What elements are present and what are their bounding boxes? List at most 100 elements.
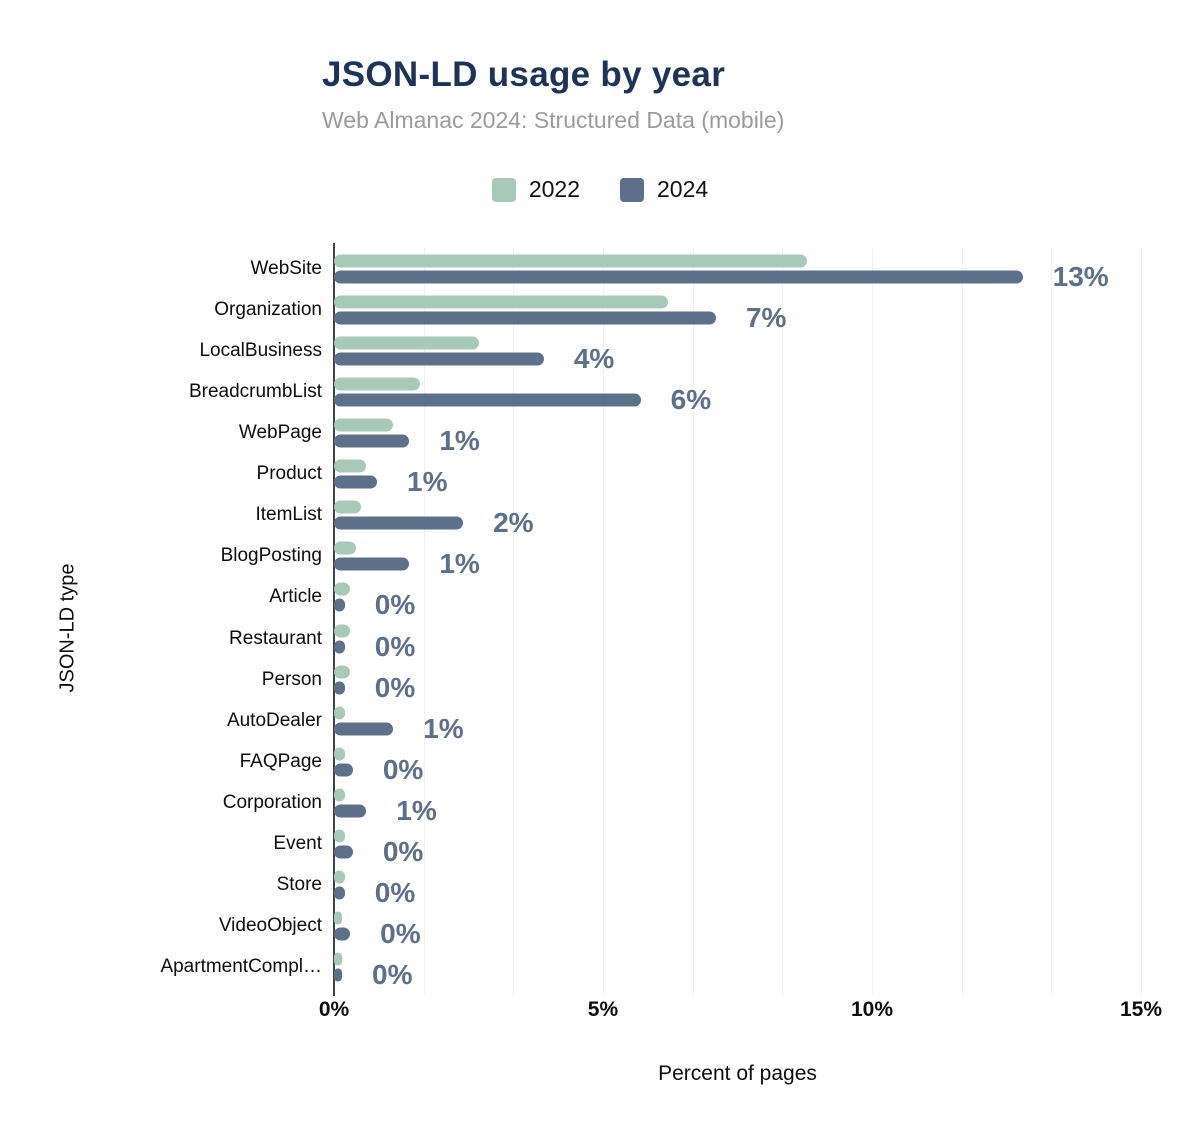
bar-2022-autodealer[interactable]: [334, 706, 345, 720]
bar-row-faqpage: FAQPage 0%: [240, 741, 1141, 785]
bar-2022-event[interactable]: [334, 829, 345, 843]
bar-group-corporation: [334, 788, 1141, 818]
bar-value-label-organization: 7%: [745, 301, 787, 333]
bar-2024-organization[interactable]: [334, 311, 716, 325]
bar-group-article: [334, 582, 1141, 612]
bar-2022-corporation[interactable]: [334, 788, 345, 802]
x-axis-title: Percent of pages: [658, 1062, 817, 1085]
bar-row-website: WebSite 13%: [251, 248, 1141, 292]
legend-label-2022: 2022: [528, 176, 580, 202]
gridline: [871, 248, 873, 995]
bar-value-label-article: 0%: [374, 589, 416, 621]
bar-2022-person[interactable]: [334, 665, 351, 679]
x-tick-10: 10%: [850, 998, 893, 1021]
bar-2024-article[interactable]: [334, 598, 345, 612]
bar-2024-itemlist[interactable]: [334, 516, 464, 530]
bar-group-blogposting: [334, 541, 1141, 571]
bar-value-label-restaurant: 0%: [374, 630, 416, 662]
bar-2024-blogposting[interactable]: [334, 557, 410, 571]
bar-2024-faqpage[interactable]: [334, 763, 353, 777]
bar-2024-event[interactable]: [334, 845, 353, 859]
bar-2022-restaurant[interactable]: [334, 624, 351, 638]
bar-row-breadcrumblist: BreadcrumbList 6%: [189, 371, 1141, 415]
bar-group-localbusiness: [334, 336, 1141, 366]
bar-group-webpage: [334, 418, 1141, 448]
category-label-blogposting: BlogPosting: [220, 545, 322, 567]
bar-2024-webpage[interactable]: [334, 434, 410, 448]
legend-swatch-2024: [620, 177, 644, 202]
bar-group-apartmentcompl: [334, 952, 1141, 982]
legend-item-2024[interactable]: 2024: [620, 176, 708, 203]
bar-2024-corporation[interactable]: [334, 804, 367, 818]
bar-row-apartmentcompl: ApartmentCompl… 0%: [160, 947, 1141, 990]
category-label-videoobject: VideoObject: [218, 915, 322, 937]
chart-subtitle: Web Almanac 2024: Structured Data (mobil…: [322, 107, 785, 133]
x-tick-0: 0%: [318, 998, 350, 1021]
bar-row-store: Store 0%: [277, 865, 1141, 908]
y-axis-title: JSON-LD type: [56, 563, 79, 693]
bar-row-person: Person 0%: [262, 659, 1141, 703]
legend-item-2022[interactable]: 2022: [491, 176, 580, 203]
category-label-webpage: WebPage: [238, 421, 322, 443]
category-label-person: Person: [261, 668, 322, 690]
gridline: [602, 248, 604, 995]
bar-value-label-localbusiness: 4%: [573, 342, 615, 374]
category-label-corporation: Corporation: [222, 791, 322, 813]
bar-row-blogposting: BlogPosting 1%: [221, 536, 1141, 579]
category-label-event: Event: [273, 833, 322, 855]
category-label-breadcrumblist: BreadcrumbList: [188, 380, 322, 402]
bar-row-product: Product 1%: [257, 454, 1141, 498]
bar-2024-restaurant[interactable]: [334, 640, 345, 654]
bar-2022-apartmentcompl[interactable]: [334, 952, 342, 966]
gridline: [692, 248, 694, 995]
bar-value-label-event: 0%: [382, 836, 424, 868]
bar-2024-store[interactable]: [334, 886, 345, 900]
bar-2022-article[interactable]: [334, 582, 351, 596]
bar-2022-website[interactable]: [334, 254, 808, 268]
bar-2022-localbusiness[interactable]: [334, 336, 480, 350]
bar-2022-blogposting[interactable]: [334, 541, 356, 555]
gridline: [1051, 248, 1053, 995]
bar-2022-faqpage[interactable]: [334, 747, 345, 761]
gridline: [423, 248, 425, 995]
bar-group-breadcrumblist: [334, 377, 1141, 407]
bar-row-corporation: Corporation 1%: [223, 782, 1141, 826]
bar-group-product: [334, 459, 1141, 489]
category-label-itemlist: ItemList: [255, 504, 322, 526]
bar-2022-itemlist[interactable]: [334, 500, 361, 514]
bar-2022-videoobject[interactable]: [334, 911, 342, 925]
category-label-product: Product: [256, 463, 322, 485]
gridline: [961, 248, 963, 995]
category-label-localbusiness: LocalBusiness: [199, 339, 322, 361]
y-axis-line: [333, 243, 335, 996]
bar-2022-organization[interactable]: [334, 295, 668, 309]
category-label-restaurant: Restaurant: [229, 627, 322, 649]
bar-2024-person[interactable]: [334, 681, 345, 695]
bar-2022-product[interactable]: [334, 459, 367, 473]
bar-value-label-faqpage: 0%: [382, 753, 424, 785]
bar-row-event: Event 0%: [273, 824, 1141, 868]
bar-2022-webpage[interactable]: [334, 418, 394, 432]
category-label-website: WebSite: [250, 257, 322, 279]
bar-2024-videoobject[interactable]: [334, 927, 351, 941]
bar-row-videoobject: VideoObject 0%: [219, 906, 1141, 950]
bar-value-label-product: 1%: [407, 466, 448, 498]
bar-group-restaurant: [334, 624, 1141, 654]
bar-2024-apartmentcompl[interactable]: [334, 968, 342, 982]
bar-2024-localbusiness[interactable]: [334, 352, 544, 366]
bar-2024-breadcrumblist[interactable]: [334, 393, 641, 407]
bar-group-autodealer: [334, 706, 1141, 736]
bar-2024-product[interactable]: [334, 475, 378, 489]
bar-2024-website[interactable]: [334, 270, 1023, 284]
gridline: [782, 248, 784, 995]
bar-row-restaurant: Restaurant 0%: [229, 618, 1141, 662]
bar-group-videoobject: [334, 911, 1141, 941]
x-tick-15: 15%: [1119, 998, 1163, 1021]
bar-2022-store[interactable]: [334, 870, 345, 884]
bar-2022-breadcrumblist[interactable]: [334, 377, 421, 391]
bar-value-label-itemlist: 2%: [493, 507, 534, 539]
bar-row-itemlist: ItemList 2%: [255, 495, 1141, 539]
bar-2024-autodealer[interactable]: [334, 722, 394, 736]
bar-value-label-videoobject: 0%: [380, 918, 421, 950]
